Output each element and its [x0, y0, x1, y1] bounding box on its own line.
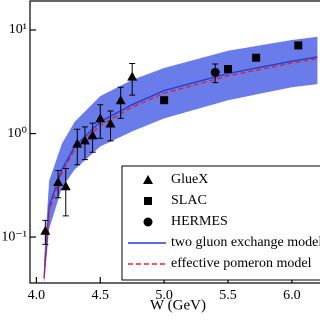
marker-triangle — [60, 181, 71, 191]
legend-box — [121, 165, 320, 281]
marker-triangle — [53, 177, 64, 187]
legend-label: two gluon exchange model — [171, 235, 320, 250]
y-tick-label: 10¹ — [9, 22, 27, 37]
axes-frame — [29, 0, 320, 284]
x-tick-label: 4.0 — [28, 288, 46, 303]
x-tick-label: 5.5 — [219, 288, 237, 303]
marker-triangle — [115, 95, 126, 105]
marker-triangle — [105, 118, 116, 128]
legend-marker — [143, 217, 153, 227]
y-tick-label: 10⁰ — [7, 126, 27, 141]
marker-square — [224, 65, 233, 74]
legend-label: HERMES — [171, 214, 228, 229]
legend-label: effective pomeron model — [171, 256, 312, 271]
marker-triangle — [40, 225, 51, 235]
plot-area — [40, 36, 318, 285]
model-line — [43, 56, 318, 279]
marker-triangle — [72, 138, 83, 148]
marker-circle — [210, 67, 220, 77]
marker-square — [160, 96, 169, 105]
error-bar — [62, 167, 69, 217]
legend-label: GlueX — [171, 172, 208, 187]
marker-triangle — [127, 71, 138, 81]
marker-triangle — [79, 135, 90, 145]
legend-marker — [143, 175, 153, 184]
x-axis-label: W (GeV) — [150, 297, 206, 313]
marker-triangle — [95, 113, 106, 123]
legend-marker — [144, 197, 152, 205]
model-line — [43, 57, 318, 279]
marker-square — [294, 41, 303, 50]
y-tick-label: 10⁻¹ — [1, 229, 27, 244]
model-band — [44, 36, 318, 285]
marker-triangle — [87, 130, 98, 140]
marker-square — [252, 53, 261, 62]
x-tick-label: 6.0 — [283, 288, 301, 303]
x-tick-label: 5.0 — [155, 288, 173, 303]
legend-label: SLAC — [171, 193, 207, 208]
legend: GlueX SLAC HERMES two gluon exchange model e… — [121, 165, 320, 281]
x-tick-label: 4.5 — [92, 288, 110, 303]
